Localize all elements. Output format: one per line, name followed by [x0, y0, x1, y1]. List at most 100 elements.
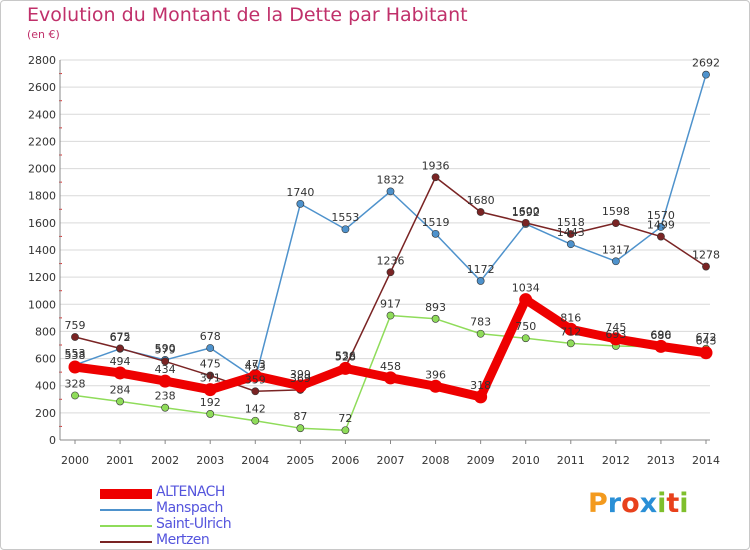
data-point [116, 344, 124, 353]
data-label: 528 [335, 350, 356, 363]
x-tick-label: 2012 [602, 454, 630, 467]
data-label: 1034 [512, 282, 540, 295]
data-point [521, 334, 530, 343]
x-tick-label: 2014 [692, 454, 720, 467]
legend-label: Mertzen [156, 532, 210, 548]
data-label: 1600 [512, 205, 540, 218]
data-point [71, 333, 79, 341]
logo-letter: P [588, 488, 608, 519]
data-point [609, 332, 623, 346]
data-point [71, 391, 79, 400]
data-label: 318 [470, 379, 491, 392]
data-point [384, 371, 397, 385]
data-label: 87 [293, 410, 307, 423]
data-point [341, 225, 350, 234]
data-label: 473 [245, 358, 266, 371]
data-label: 1236 [377, 254, 405, 267]
legend-label: Manspach [156, 500, 223, 516]
data-point [248, 369, 262, 383]
data-label: 371 [200, 372, 221, 385]
y-tick-label: 1600 [28, 217, 56, 230]
y-tick-label: 1200 [28, 271, 56, 284]
data-label: 1592 [512, 206, 540, 219]
data-label: 690 [650, 328, 671, 341]
data-label: 1680 [467, 194, 495, 207]
data-label: 1553 [331, 211, 359, 224]
x-tick-label: 2013 [647, 454, 675, 467]
data-label: 759 [65, 319, 86, 332]
data-point [206, 344, 215, 352]
x-tick-label: 2004 [241, 454, 269, 467]
y-tick-label: 800 [35, 325, 56, 338]
data-point [657, 223, 665, 231]
data-point [341, 426, 350, 435]
chart-subtitle: (en €) [27, 28, 60, 41]
data-label: 590 [155, 342, 176, 355]
data-label: 1278 [692, 249, 720, 262]
logo-letter: t [666, 488, 680, 519]
x-tick-label: 2000 [61, 454, 89, 467]
y-tick-label: 1000 [28, 298, 56, 311]
data-point [699, 346, 713, 360]
data-label: 328 [65, 377, 86, 390]
data-label: 1519 [422, 216, 450, 229]
data-labels: 5536725906784531740155318321519117215921… [65, 57, 721, 426]
legend-label: Saint-Ulrich [156, 516, 232, 532]
data-point [611, 219, 620, 228]
data-label: 686 [650, 329, 671, 342]
data-point [113, 366, 127, 380]
data-label: 453 [245, 361, 266, 374]
data-label: 458 [380, 360, 401, 373]
data-label: 745 [605, 321, 626, 334]
data-label: 675 [110, 330, 131, 343]
data-label: 1518 [557, 216, 585, 229]
data-point [566, 230, 575, 238]
legend-label: ALTENACH [156, 484, 225, 500]
data-label: 678 [200, 330, 221, 343]
logo-letter: o [621, 488, 640, 519]
data-label: 783 [470, 316, 491, 329]
data-point [161, 403, 170, 412]
data-point [431, 314, 440, 323]
y-tick-label: 2600 [28, 81, 56, 94]
data-label: 538 [65, 349, 86, 362]
data-label: 1570 [647, 209, 675, 222]
y-tick-label: 1400 [28, 244, 56, 257]
y-tick-label: 2800 [28, 54, 56, 67]
data-label: 536 [335, 349, 356, 362]
data-point [206, 410, 215, 418]
data-point [206, 371, 215, 380]
data-point [654, 339, 668, 353]
y-tick-labels: 0 200 400 600 800 1000 1200 1400 1600 1800 2000 220… [28, 54, 56, 447]
data-point [251, 387, 260, 396]
data-point [338, 361, 352, 375]
data-label: 553 [65, 347, 86, 360]
y-tick-label: 0 [49, 434, 56, 447]
x-tick-label: 2001 [106, 454, 134, 467]
data-point [386, 268, 395, 277]
x-tick-label: 2003 [196, 454, 224, 467]
data-point [476, 208, 485, 216]
data-label: 192 [200, 396, 221, 409]
x-tick-label: 2008 [422, 454, 450, 467]
logo-letter: x [639, 488, 658, 519]
data-label: 1443 [557, 226, 585, 239]
data-label: 396 [425, 368, 446, 381]
data-label: 359 [245, 373, 266, 386]
logo-letter: r [607, 488, 622, 519]
data-point [566, 339, 575, 348]
legend-swatch [100, 489, 152, 499]
data-label: 893 [425, 301, 446, 314]
data-point [431, 229, 440, 238]
data-point [702, 262, 710, 271]
data-label: 643 [696, 335, 717, 348]
data-label: 2692 [692, 57, 720, 70]
y-tick-label: 2000 [28, 163, 56, 176]
data-point [521, 218, 530, 227]
data-point [293, 379, 307, 393]
logo-letter: i [657, 488, 667, 519]
data-point [431, 173, 440, 182]
chart-title: Evolution du Montant de la Dette par Hab… [27, 4, 468, 26]
data-point [158, 374, 172, 388]
